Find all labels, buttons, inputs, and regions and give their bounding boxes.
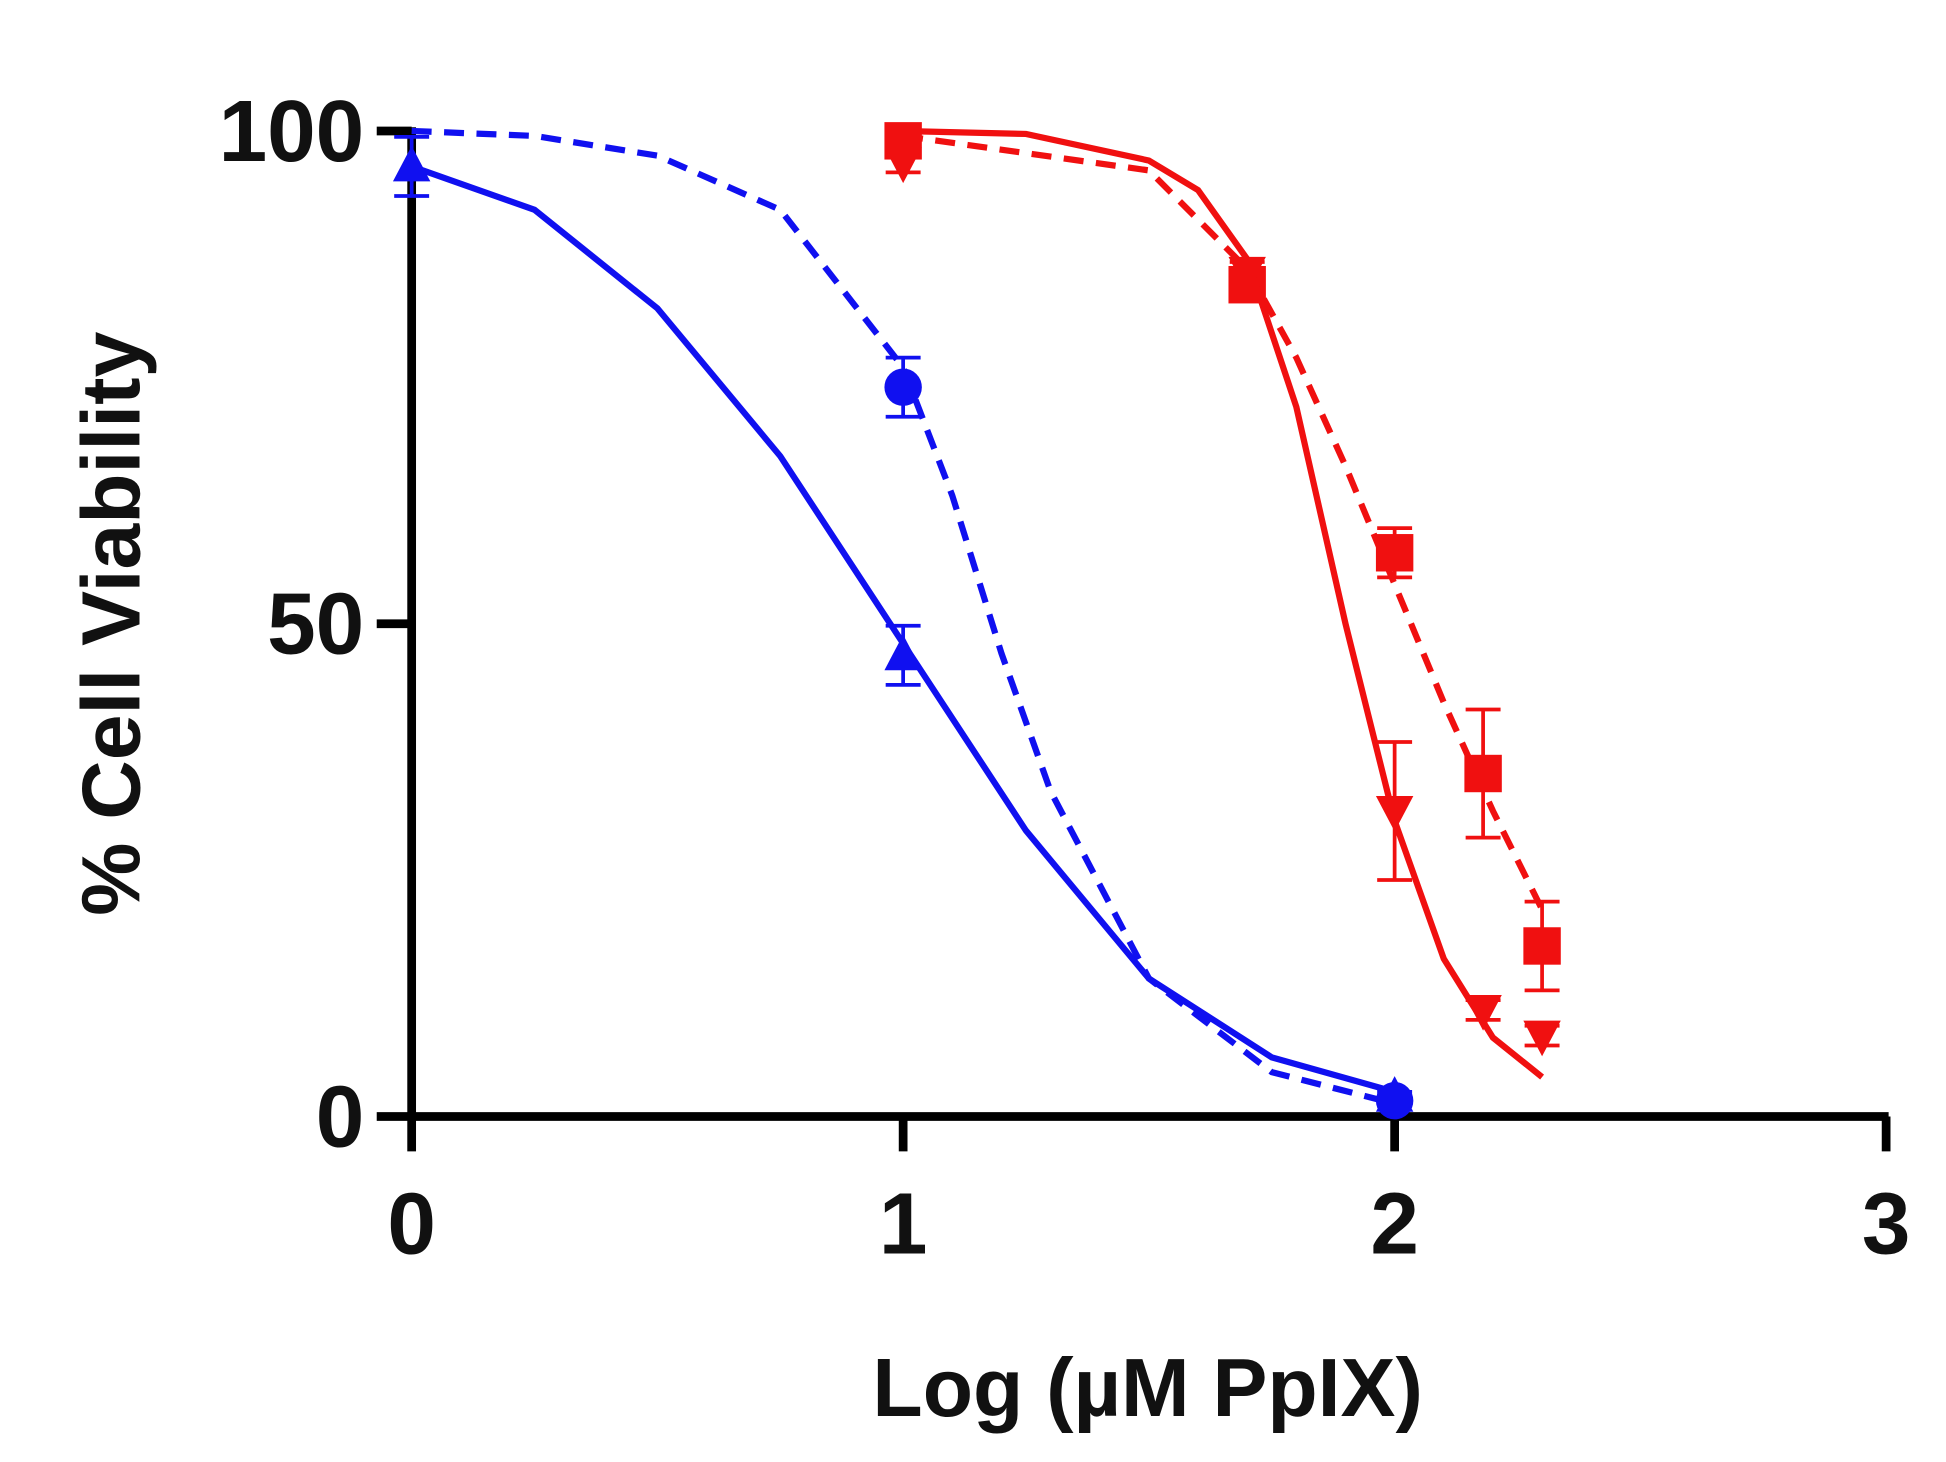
point [392,145,431,182]
point [1375,1081,1414,1120]
point [1464,754,1502,793]
x-tick-label: 2 [1370,1175,1419,1273]
fit-curve [411,127,1396,1107]
point [884,634,922,671]
point [884,147,922,184]
point [1523,1020,1561,1057]
point [1228,256,1266,293]
x-tick-label: 0 [387,1175,436,1273]
x-tick-label: 1 [879,1175,928,1273]
y-axis-title: % Cell Viability [66,331,158,915]
y-tick-label: 50 [267,575,364,673]
y-tick-label: 100 [219,82,365,180]
y-tick-label: 0 [316,1067,365,1165]
point [1464,995,1502,1031]
x-tick-label: 3 [1862,1175,1911,1273]
x-axis-title: Log (µM PpIX) [872,1342,1422,1434]
point [1375,795,1414,832]
point [1375,534,1414,572]
point [884,368,922,406]
point [1523,927,1561,965]
fit-curve [903,127,1545,1080]
